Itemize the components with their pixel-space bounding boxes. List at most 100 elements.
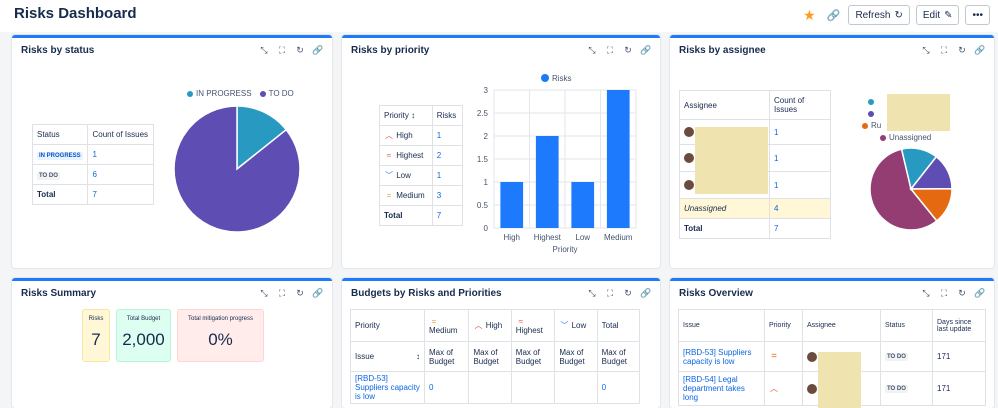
- refresh-icon[interactable]: ↻: [624, 45, 632, 55]
- collapse-icon[interactable]: ⤡: [260, 45, 268, 55]
- collapse-icon[interactable]: ⤡: [588, 288, 596, 298]
- link-icon[interactable]: 🔗: [312, 45, 324, 55]
- legend-label: IN PROGRESS: [196, 89, 252, 98]
- days-value: 171: [932, 341, 986, 372]
- header-count: Count of Issues: [769, 90, 831, 120]
- link-icon[interactable]: 🔗: [312, 288, 324, 298]
- issue-link[interactable]: [RBD-53] Suppliers capacity is low: [350, 371, 425, 404]
- sub-header: Max of Budget: [423, 341, 470, 372]
- summary-card-label: Risks: [88, 316, 104, 322]
- x-tick-label: High: [504, 233, 520, 242]
- expand-icon[interactable]: ⛶: [278, 288, 286, 298]
- pie-slice[interactable]: [236, 105, 288, 171]
- bar[interactable]: [571, 182, 595, 228]
- priority-table: Priority ↕ Risks ︿ High 1 ≈ Highest 2 ﹀ Low…: [379, 105, 464, 226]
- priority-high-icon: ︿: [770, 384, 778, 393]
- bar[interactable]: [606, 90, 630, 228]
- legend-item[interactable]: IN PROGRESS: [187, 89, 252, 98]
- collapse-icon[interactable]: ⤡: [588, 45, 596, 55]
- header-priority[interactable]: Priority ↕: [379, 105, 433, 126]
- header-highest: ≈ Highest: [510, 309, 556, 342]
- collapse-icon[interactable]: ⤡: [922, 45, 930, 55]
- legend-label: TO DO: [268, 89, 294, 98]
- refresh-icon[interactable]: ↻: [958, 288, 966, 298]
- count-link[interactable]: 1: [769, 144, 831, 172]
- panel-tools: ⤡ ⛶ ↻ 🔗: [920, 287, 986, 299]
- legend-item[interactable]: [868, 108, 931, 120]
- count-link[interactable]: 2: [431, 145, 464, 166]
- edit-button[interactable]: Edit ✎: [915, 5, 960, 25]
- budget-value[interactable]: 0: [423, 371, 470, 404]
- header-count: Count of Issues: [87, 124, 154, 145]
- total-link[interactable]: 7: [769, 218, 831, 239]
- link-icon[interactable]: 🔗: [826, 9, 841, 22]
- collapse-icon[interactable]: ⤡: [260, 288, 268, 298]
- y-tick-label: 1.5: [477, 155, 489, 164]
- panel-title: Risks Summary: [21, 288, 97, 299]
- count-link[interactable]: 1: [87, 144, 154, 165]
- priority-medium-icon: =: [431, 316, 437, 326]
- legend-dot: [868, 98, 874, 105]
- legend-item[interactable]: TO DO: [259, 89, 294, 98]
- expand-icon[interactable]: ⛶: [606, 288, 614, 298]
- link-icon[interactable]: 🔗: [640, 288, 652, 298]
- y-tick-label: 3: [484, 86, 489, 95]
- column-label: Medium: [429, 325, 458, 335]
- redacted-block: [887, 94, 950, 131]
- count-link[interactable]: 1: [769, 171, 831, 199]
- empty-cell: [554, 371, 598, 404]
- unassigned-label: Unassigned: [679, 198, 770, 219]
- edit-icon: ✎: [944, 9, 953, 21]
- sort-icon: ↕: [416, 352, 420, 361]
- count-link[interactable]: 1: [431, 165, 464, 186]
- count-link[interactable]: 6: [87, 164, 154, 185]
- total-link[interactable]: 7: [431, 205, 464, 226]
- header-issue[interactable]: Issue ↕: [350, 341, 425, 372]
- expand-icon[interactable]: ⛶: [278, 45, 286, 55]
- refresh-icon[interactable]: ↻: [624, 288, 632, 298]
- issue-link[interactable]: [RBD-53] Suppliers capacity is low: [678, 341, 765, 372]
- pie-slice[interactable]: [909, 187, 953, 222]
- header-status: Status: [31, 124, 89, 145]
- count-link[interactable]: 4: [769, 198, 831, 219]
- header-priority: Priority: [764, 309, 803, 342]
- star-icon[interactable]: ★: [803, 6, 816, 23]
- panel-risks-overview: Risks Overview ⤡ ⛶ ↻ 🔗 Issue Priority As…: [670, 278, 994, 408]
- bar[interactable]: [500, 182, 524, 228]
- expand-icon[interactable]: ⛶: [606, 45, 614, 55]
- redacted-block: [818, 352, 861, 408]
- table-row-priority: =: [764, 341, 803, 372]
- pie-slice[interactable]: [869, 148, 938, 231]
- panel-title: Risks by priority: [351, 45, 430, 56]
- link-icon[interactable]: 🔗: [974, 45, 986, 55]
- legend-item[interactable]: [868, 96, 931, 108]
- refresh-icon[interactable]: ↻: [958, 45, 966, 55]
- panel-tools: ⤡ ⛶ ↻ 🔗: [586, 44, 652, 56]
- issue-link[interactable]: [RBD-54] Legal department takes long: [678, 371, 765, 406]
- link-icon[interactable]: 🔗: [640, 45, 652, 55]
- legend-item[interactable]: Ru: [862, 120, 931, 132]
- y-tick-label: 2.5: [477, 109, 489, 118]
- legend-label[interactable]: Risks: [552, 74, 572, 83]
- total-link[interactable]: 7: [87, 184, 154, 205]
- more-icon: •••: [972, 9, 983, 21]
- panel-title: Budgets by Risks and Priorities: [351, 288, 502, 299]
- expand-icon[interactable]: ⛶: [940, 45, 948, 55]
- collapse-icon[interactable]: ⤡: [922, 288, 930, 298]
- refresh-icon[interactable]: ↻: [296, 288, 304, 298]
- expand-icon[interactable]: ⛶: [940, 288, 948, 298]
- link-icon[interactable]: 🔗: [974, 288, 986, 298]
- count-link[interactable]: 1: [431, 125, 464, 146]
- legend-item[interactable]: Unassigned: [880, 132, 931, 144]
- count-link[interactable]: 3: [431, 185, 464, 206]
- pie-slice[interactable]: [173, 105, 301, 233]
- bar[interactable]: [535, 136, 559, 228]
- sub-header: Max of Budget: [596, 341, 641, 372]
- count-link[interactable]: 1: [769, 119, 831, 145]
- more-button[interactable]: •••: [965, 5, 990, 25]
- budget-total[interactable]: 0: [596, 371, 641, 404]
- refresh-button[interactable]: Refresh ↻: [848, 5, 910, 25]
- refresh-icon[interactable]: ↻: [296, 45, 304, 55]
- panel-tools: ⤡ ⛶ ↻ 🔗: [920, 44, 986, 56]
- legend-dot: [862, 122, 868, 129]
